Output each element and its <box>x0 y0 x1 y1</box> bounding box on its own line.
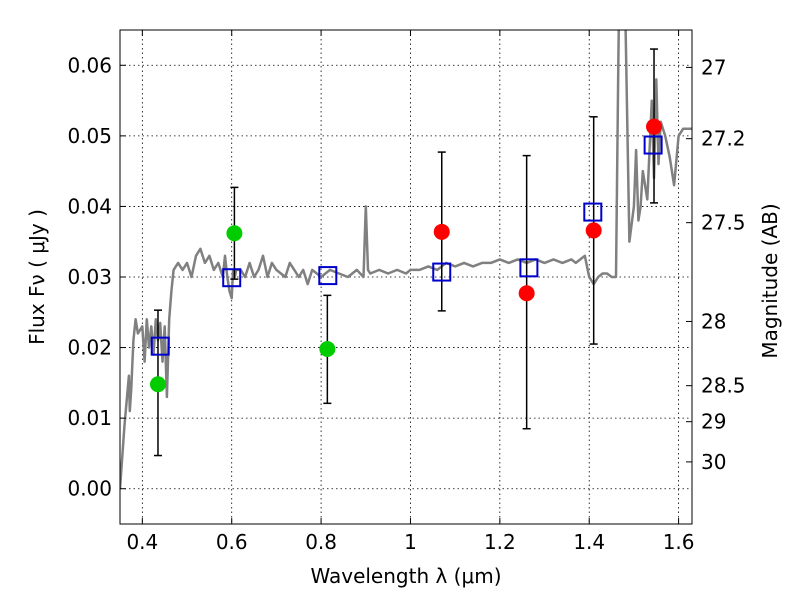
ir-point <box>646 118 663 135</box>
ir-point <box>585 222 602 239</box>
x-tick-label: 0.4 <box>126 530 158 554</box>
y2-tick-label: 30 <box>701 450 726 474</box>
hst-point <box>149 376 166 393</box>
y-axis-title: Flux Fν ( μJy ) <box>25 209 49 345</box>
points-layer <box>149 118 663 393</box>
y-tick-label: 0.00 <box>67 477 112 501</box>
y-tick-label: 0.01 <box>67 406 112 430</box>
y-tick-label: 0.02 <box>67 336 112 360</box>
model-layer <box>150 135 663 356</box>
x-axis-title: Wavelength λ (μm) <box>310 564 501 588</box>
errorbar-layer <box>153 48 659 457</box>
spectrum-layer <box>120 30 692 489</box>
model-band-square <box>432 262 452 282</box>
y-tick-label: 0.03 <box>67 265 112 289</box>
model-band-square <box>150 336 170 356</box>
ticks: 0.4 0.6 0.8 1 1.2 1.4 1.6 0.00 0.01 0.02 0.03 0.04 0… <box>67 30 746 554</box>
y2-tick-label: 27 <box>701 55 726 79</box>
y2-axis-title: Magnitude (AB) <box>758 203 782 358</box>
x-tick-label: 0.6 <box>216 530 248 554</box>
model-band-square <box>519 258 539 278</box>
y2-tick-label: 28 <box>701 309 726 333</box>
x-tick-label: 1 <box>404 530 417 554</box>
x-tick-label: 1.6 <box>663 530 695 554</box>
ir-point <box>433 223 450 240</box>
ir-point <box>518 285 535 302</box>
x-tick-label: 1.4 <box>573 530 605 554</box>
hst-point <box>319 340 336 357</box>
y2-tick-label: 27.2 <box>701 127 746 151</box>
model-band-square <box>222 268 242 288</box>
y2-tick-label: 29 <box>701 410 726 434</box>
grid <box>120 30 692 524</box>
spectrum-line <box>120 30 692 489</box>
model-band-square <box>318 266 338 286</box>
y-tick-label: 0.06 <box>67 53 112 77</box>
x-tick-label: 0.8 <box>305 530 337 554</box>
y2-tick-label: 28.5 <box>701 374 746 398</box>
y-tick-label: 0.05 <box>67 124 112 148</box>
model-band-square <box>643 135 663 155</box>
x-tick-label: 1.2 <box>484 530 516 554</box>
y-tick-label: 0.04 <box>67 194 112 218</box>
hst-point <box>226 225 243 242</box>
y2-tick-label: 27.5 <box>701 211 746 235</box>
model-band-square <box>583 202 603 222</box>
